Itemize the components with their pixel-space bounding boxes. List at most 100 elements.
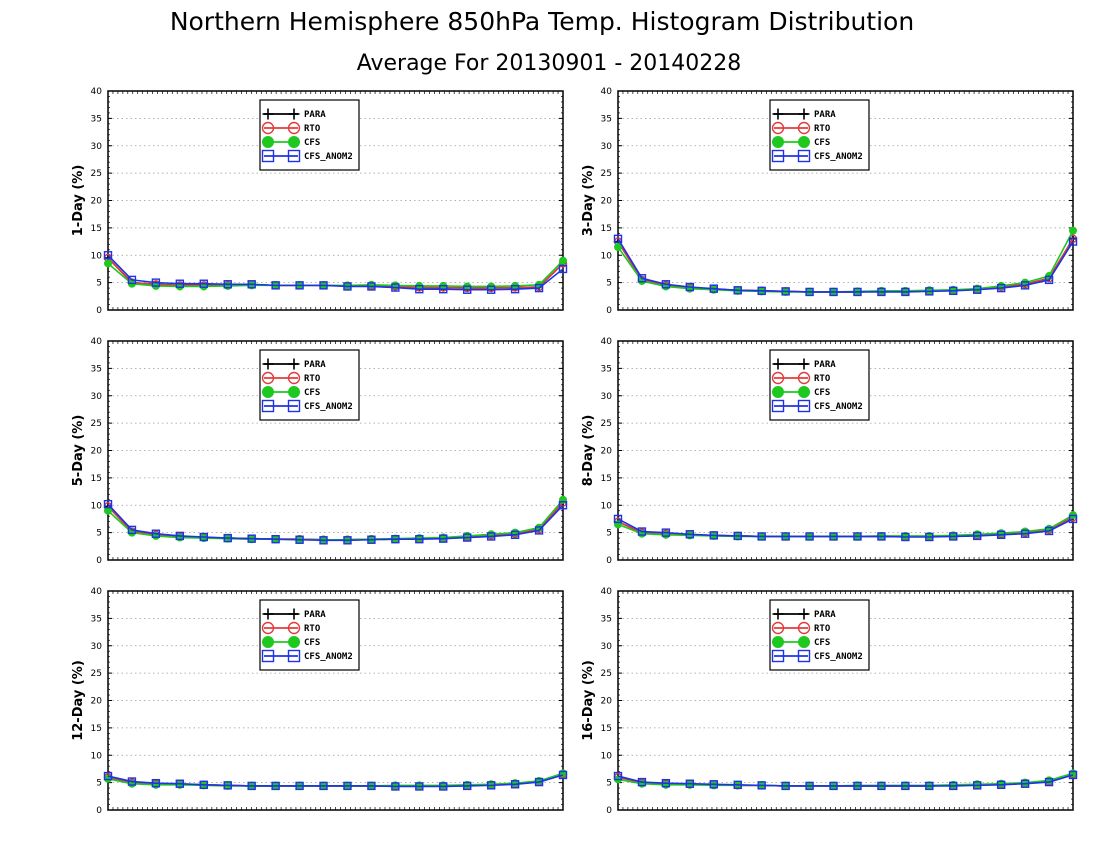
marker-cfs-anom2 xyxy=(463,285,472,294)
marker-cfs-anom2 xyxy=(558,770,568,780)
legend-label: CFS xyxy=(304,138,320,148)
marker-cfs-anom2 xyxy=(295,535,304,544)
y-axis-label: 3-Day (%) xyxy=(581,165,596,237)
marker-cfs-anom2 xyxy=(261,149,275,163)
marker-cfs-anom2 xyxy=(287,399,301,413)
plot-frame xyxy=(107,590,564,811)
marker-cfs-anom2 xyxy=(510,284,520,294)
marker-cfs-anom2 xyxy=(558,264,568,274)
chart-panel: 0 5 10 15 20 25 30 35 40 3-Day (%) PARA RTO CFS CFS_A… xyxy=(581,87,1078,316)
marker-cfs-anom2 xyxy=(558,501,568,510)
marker-cfs xyxy=(772,636,784,648)
legend-label: RTO xyxy=(304,374,321,384)
marker-rto xyxy=(771,371,785,385)
marker-cfs-anom2 xyxy=(319,781,328,791)
marker-cfs-anom2 xyxy=(1044,275,1054,285)
marker-cfs-anom2 xyxy=(1068,237,1078,246)
marker-cfs-anom2 xyxy=(439,284,448,294)
legend: PARA RTO CFS CFS_ANOM2 xyxy=(769,599,870,671)
marker-cfs-anom2 xyxy=(175,779,185,788)
marker-cfs-anom2 xyxy=(439,534,448,543)
marker-cfs-anom2 xyxy=(661,528,671,537)
y-tick-label: 15 xyxy=(601,224,612,234)
marker-rto xyxy=(797,371,811,385)
legend: PARA RTO CFS CFS_ANOM2 xyxy=(769,349,870,421)
marker-cfs-anom2 xyxy=(1020,779,1030,788)
marker-cfs-anom2 xyxy=(175,279,185,288)
marker-cfs-anom2 xyxy=(805,781,814,791)
marker-rto xyxy=(797,621,811,635)
marker-cfs-anom2 xyxy=(103,499,113,509)
marker-cfs-anom2 xyxy=(733,780,742,790)
marker-cfs-anom2 xyxy=(709,780,718,789)
marker-cfs-anom2 xyxy=(510,530,520,540)
y-tick-label: 25 xyxy=(601,169,612,179)
marker-cfs-anom2 xyxy=(733,286,742,295)
marker-cfs-anom2 xyxy=(805,532,814,541)
y-tick-label: 20 xyxy=(91,447,103,457)
y-tick-label: 30 xyxy=(91,642,103,652)
marker-cfs-anom2 xyxy=(319,281,328,290)
figure-subtitle: Average For 20130901 - 20140228 xyxy=(357,51,742,76)
marker-cfs-anom2 xyxy=(996,780,1006,790)
marker-rto xyxy=(287,121,301,135)
legend-label: PARA xyxy=(814,360,836,370)
marker-cfs-anom2 xyxy=(829,781,838,791)
marker-cfs xyxy=(614,243,622,252)
y-tick-label: 5 xyxy=(96,279,102,289)
marker-cfs-anom2 xyxy=(1020,281,1030,290)
chart-panel: 0 5 10 15 20 25 30 35 40 5-Day (%) PARA RTO CFS CFS_A… xyxy=(71,337,568,566)
marker-cfs-anom2 xyxy=(127,275,137,285)
legend-label: CFS_ANOM2 xyxy=(814,152,863,162)
marker-cfs-anom2 xyxy=(486,781,496,790)
y-tick-label: 30 xyxy=(91,392,103,402)
y-tick-label: 40 xyxy=(91,337,103,347)
marker-cfs-anom2 xyxy=(247,280,256,289)
marker-cfs-anom2 xyxy=(415,534,424,544)
y-tick-label: 35 xyxy=(601,614,612,624)
marker-cfs-anom2 xyxy=(853,532,862,541)
marker-cfs-anom2 xyxy=(247,781,256,791)
y-tick-label: 0 xyxy=(606,806,612,816)
marker-cfs-anom2 xyxy=(973,531,982,541)
marker-cfs-anom2 xyxy=(996,530,1006,540)
figure-title: Northern Hemisphere 850hPa Temp. Histogr… xyxy=(170,7,914,36)
legend: PARA RTO CFS CFS_ANOM2 xyxy=(769,99,870,171)
marker-cfs-anom2 xyxy=(151,529,161,538)
marker-cfs-anom2 xyxy=(391,283,400,292)
marker-cfs-anom2 xyxy=(103,251,113,260)
marker-cfs-anom2 xyxy=(996,283,1006,293)
legend-label: RTO xyxy=(814,624,831,634)
y-tick-label: 10 xyxy=(91,751,103,761)
legend-box xyxy=(259,349,360,421)
legend-box xyxy=(259,599,360,671)
y-tick-label: 40 xyxy=(91,587,103,597)
marker-cfs-anom2 xyxy=(367,535,376,544)
marker-cfs-anom2 xyxy=(613,514,623,524)
y-tick-label: 10 xyxy=(601,251,613,261)
y-tick-label: 0 xyxy=(606,306,612,316)
marker-cfs-anom2 xyxy=(829,287,838,297)
marker-cfs-anom2 xyxy=(261,649,275,663)
legend-label: RTO xyxy=(304,124,321,134)
marker-cfs-anom2 xyxy=(367,282,376,291)
plot-frame xyxy=(617,340,1074,561)
marker-cfs-anom2 xyxy=(486,285,496,294)
legend: PARA RTO CFS CFS_ANOM2 xyxy=(259,349,360,421)
marker-cfs-anom2 xyxy=(949,781,958,791)
marker-cfs-anom2 xyxy=(271,781,280,791)
marker-cfs-anom2 xyxy=(949,286,958,296)
y-tick-label: 35 xyxy=(601,364,612,374)
marker-cfs-anom2 xyxy=(757,286,766,296)
y-tick-label: 30 xyxy=(91,142,103,152)
y-tick-label: 40 xyxy=(601,337,613,347)
marker-cfs-anom2 xyxy=(709,284,718,293)
marker-cfs-anom2 xyxy=(287,649,301,663)
marker-cfs-anom2 xyxy=(287,149,301,163)
marker-cfs-anom2 xyxy=(613,234,623,244)
marker-cfs-anom2 xyxy=(199,279,208,288)
marker-cfs-anom2 xyxy=(925,532,934,542)
marker-cfs-anom2 xyxy=(771,399,785,413)
marker-cfs xyxy=(262,136,274,148)
y-tick-label: 5 xyxy=(96,779,102,789)
